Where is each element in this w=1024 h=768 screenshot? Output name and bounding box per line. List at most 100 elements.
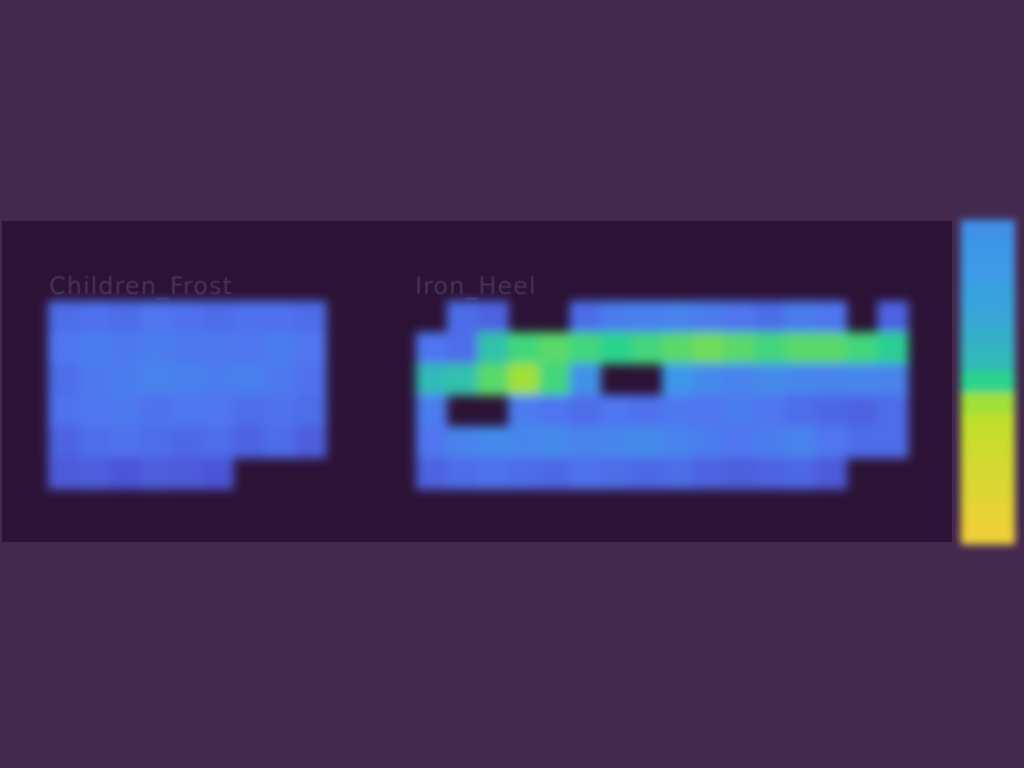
heatmap-cell-0-3-3: [140, 395, 173, 427]
heatmap-cell-1-1-7: [631, 332, 663, 365]
heatmap-cell-1-0-2: [477, 301, 509, 333]
colorbar-segment-5: [961, 328, 1015, 351]
heatmap-cell-1-1-11: [754, 332, 786, 365]
heatmap-cell-1-0-5: [569, 301, 602, 333]
heatmap-cell-0-2-0: [48, 363, 80, 396]
heatmap-cell-1-5-12: [785, 457, 817, 490]
heatmap-cell-1-4-2: [477, 426, 509, 459]
heatmap-cell-0-5-1: [78, 457, 111, 490]
heatmap-cell-0-5-3: [140, 457, 173, 490]
heatmap-cell-1-4-5: [569, 426, 602, 459]
heatmap-cell-0-0-4: [171, 301, 204, 333]
heatmap-cell-0-3-0: [48, 395, 80, 427]
colorbar-segment-8: [961, 392, 1015, 415]
heatmap-cell-1-2-3: [508, 363, 540, 396]
heatmap-cell-0-2-1: [78, 363, 111, 396]
heatmap-iron-heel: [416, 301, 909, 490]
heatmap-cell-0-3-8: [295, 395, 327, 427]
heatmap-cell-1-1-9: [692, 332, 725, 365]
heatmap-cell-0-5-2: [109, 457, 142, 490]
heatmap-cell-1-2-10: [723, 363, 755, 396]
heatmap-cell-1-4-11: [754, 426, 786, 459]
colorbar-segment-6: [961, 349, 1015, 372]
colorbar-segment-3: [961, 284, 1015, 307]
heatmap-cell-0-3-5: [202, 395, 234, 427]
heatmap-cell-0-2-8: [295, 363, 327, 396]
heatmap-cell-0-0-5: [202, 301, 234, 333]
heatmap-cell-1-4-10: [723, 426, 755, 459]
heatmap-cell-0-3-7: [264, 395, 296, 427]
heatmap-cell-0-3-4: [171, 395, 204, 427]
heatmap-cell-1-3-15: [877, 395, 909, 427]
heatmap-cell-0-4-8: [295, 426, 327, 459]
heatmap-cell-1-4-3: [508, 426, 540, 459]
heatmap-cell-1-5-9: [692, 457, 725, 490]
heatmap-cell-1-1-1: [446, 332, 479, 365]
heatmap-cell-0-5-5: [202, 457, 234, 490]
colorbar-segment-11: [961, 457, 1015, 480]
heatmap-title-children-frost: Children_Frost: [49, 272, 233, 300]
heatmap-cell-1-1-6: [600, 332, 632, 365]
heatmap-cell-1-4-6: [600, 426, 632, 459]
heatmap-cell-0-1-2: [109, 332, 142, 365]
colorbar-segment-4: [961, 306, 1015, 329]
heatmap-cell-0-0-7: [264, 301, 296, 333]
heatmap-cell-1-4-14: [846, 426, 878, 459]
heatmap-cell-0-0-0: [48, 301, 80, 333]
heatmap-cell-1-3-4: [539, 395, 571, 427]
heatmap-cell-0-2-3: [140, 363, 173, 396]
heatmap-cell-1-2-14: [846, 363, 878, 396]
heatmap-cell-0-2-2: [109, 363, 142, 396]
heatmap-cell-1-0-10: [723, 301, 755, 333]
heatmap-cell-1-4-0: [416, 426, 448, 459]
heatmap-cell-1-3-14: [846, 395, 878, 427]
colorbar-segment-2: [961, 263, 1015, 286]
heatmap-cell-1-0-1: [446, 301, 479, 333]
heatmap-cell-1-1-5: [569, 332, 602, 365]
heatmap-cell-0-1-5: [202, 332, 234, 365]
heatmap-cell-1-4-7: [631, 426, 663, 459]
heatmap-cell-1-3-10: [723, 395, 755, 427]
colorbar-segment-7: [961, 371, 1015, 394]
colorbar-segment-9: [961, 414, 1015, 437]
heatmap-cell-1-3-12: [785, 395, 817, 427]
heatmap-cell-1-1-0: [416, 332, 448, 365]
colorbar-segment-0: [961, 220, 1015, 243]
heatmap-cell-1-5-3: [508, 457, 540, 490]
heatmap-cell-1-4-8: [662, 426, 694, 459]
heatmap-cell-1-2-13: [815, 363, 848, 396]
heatmap-cell-1-4-12: [785, 426, 817, 459]
heatmap-cell-0-1-6: [233, 332, 265, 365]
heatmap-cell-0-1-3: [140, 332, 173, 365]
heatmap-cell-0-0-8: [295, 301, 327, 333]
colorbar-segment-10: [961, 436, 1015, 459]
heatmap-cell-1-2-11: [754, 363, 786, 396]
heatmap-cell-1-5-5: [569, 457, 602, 490]
heatmap-cell-1-5-0: [416, 457, 448, 490]
heatmap-cell-1-5-13: [815, 457, 848, 490]
heatmap-cell-0-4-4: [171, 426, 204, 459]
heatmap-cell-1-1-14: [846, 332, 878, 365]
heatmap-cell-0-1-4: [171, 332, 204, 365]
heatmap-cell-1-0-8: [662, 301, 694, 333]
heatmap-cell-1-5-6: [600, 457, 632, 490]
heatmap-cell-1-2-5: [569, 363, 602, 396]
heatmap-panel: Children_Frost Iron_Heel: [2, 221, 952, 542]
heatmap-cell-1-1-15: [877, 332, 909, 365]
heatmap-title-iron-heel: Iron_Heel: [415, 272, 537, 300]
heatmap-cell-1-1-2: [477, 332, 509, 365]
heatmap-cell-0-0-6: [233, 301, 265, 333]
heatmap-children-frost: [48, 301, 327, 490]
heatmap-cell-0-4-6: [233, 426, 265, 459]
heatmap-cell-1-0-15: [877, 301, 909, 333]
heatmap-cell-1-5-4: [539, 457, 571, 490]
heatmap-cell-0-0-2: [109, 301, 142, 333]
heatmap-cell-1-2-2: [477, 363, 509, 396]
heatmap-cell-1-5-11: [754, 457, 786, 490]
heatmap-cell-1-3-6: [600, 395, 632, 427]
heatmap-cell-0-1-8: [295, 332, 327, 365]
heatmap-cell-0-2-4: [171, 363, 204, 396]
heatmap-cell-1-2-1: [446, 363, 479, 396]
heatmap-cell-1-3-13: [815, 395, 848, 427]
heatmap-cell-1-1-8: [662, 332, 694, 365]
